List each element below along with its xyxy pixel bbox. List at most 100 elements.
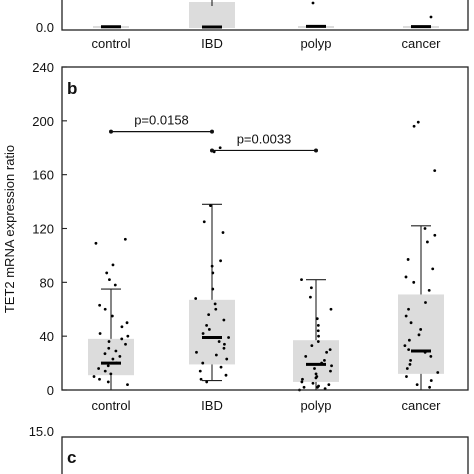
point-cancer-23 <box>408 363 412 366</box>
panel-b-xtick-cancer: cancer <box>401 398 441 413</box>
point-control-21 <box>115 361 118 365</box>
point-ibd-20 <box>222 346 226 350</box>
point-polyp-20 <box>314 376 318 380</box>
box-ibd <box>189 299 235 365</box>
point-polyp-2 <box>308 295 312 299</box>
panel-b-xtick-polyp: polyp <box>300 398 331 413</box>
point-polyp-18 <box>314 372 318 376</box>
panel-b-ytick-240: 240 <box>32 60 54 75</box>
point-control-9 <box>125 321 129 325</box>
point-control-3 <box>105 271 109 275</box>
box-cancer <box>398 294 444 374</box>
point-control-23 <box>97 367 101 370</box>
point-cancer-14 <box>409 321 413 325</box>
panel-a-xtick-polyp: polyp <box>300 36 331 51</box>
panel-c-frame <box>61 436 469 474</box>
point-cancer-10 <box>427 289 431 292</box>
point-cancer-24 <box>405 367 409 370</box>
panel-b-ytick-0: 0 <box>47 383 54 398</box>
point-control-6 <box>98 303 102 307</box>
point-control-22 <box>106 364 110 368</box>
point-control-0 <box>123 237 127 241</box>
point-polyp-17 <box>329 369 332 373</box>
significance-control-ibd-end-left <box>109 129 113 134</box>
point-control-15 <box>124 342 127 346</box>
panel-b-frame <box>61 66 469 391</box>
panel-a-ytick-0: 0.0 <box>36 20 54 35</box>
point-control-29 <box>126 383 129 387</box>
point-polyp-23 <box>311 381 315 385</box>
point-control-5 <box>113 283 117 287</box>
point-cancer-5 <box>425 240 429 244</box>
point-ibd-4 <box>221 231 225 234</box>
point-control-12 <box>126 334 130 338</box>
point-cancer-3 <box>423 227 427 230</box>
panel-b-yticks: 0 40 80 120 160 200 240 <box>32 60 67 398</box>
point-ibd-13 <box>222 318 226 322</box>
point-cancer-18 <box>403 344 407 347</box>
point-ibd-23 <box>225 357 229 361</box>
point-ibd-7 <box>211 271 215 275</box>
point-ibd-27 <box>224 373 228 377</box>
point-polyp-0 <box>300 278 303 282</box>
panel-b-xticks: control IBD polyp cancer <box>91 398 441 413</box>
panel-a-box-ibd <box>189 2 235 28</box>
point-control-28 <box>106 380 110 384</box>
point-polyp-1 <box>309 286 313 290</box>
point-ibd-22 <box>214 353 218 357</box>
significance-control-ibd-label: p=0.0158 <box>134 113 189 128</box>
point-cancer-15 <box>419 328 423 331</box>
panel-a-point-cancer <box>429 15 433 19</box>
point-control-16 <box>107 346 111 350</box>
point-ibd-8 <box>211 287 215 291</box>
panel-b-label: b <box>67 79 77 98</box>
point-polyp-15 <box>330 364 333 368</box>
point-control-26 <box>92 375 96 378</box>
point-control-14 <box>107 340 111 343</box>
point-polyp-22 <box>300 380 304 384</box>
panel-a-xticks: control IBD polyp cancer <box>91 36 441 51</box>
panel-b-ytick-80: 80 <box>40 275 54 290</box>
point-cancer-17 <box>407 338 411 342</box>
point-ibd-12 <box>207 313 211 317</box>
point-ibd-21 <box>195 350 198 354</box>
panel-a-frame <box>61 0 469 31</box>
point-polyp-11 <box>325 350 329 354</box>
point-polyp-7 <box>317 334 320 338</box>
panel-c-label: c <box>67 448 76 467</box>
point-cancer-1 <box>412 124 416 128</box>
point-polyp-16 <box>313 367 316 370</box>
panel-a-point-polyp <box>311 1 315 5</box>
panel-b-significance: p=0.0158 p=0.0033 <box>109 113 318 153</box>
point-cancer-6 <box>406 258 410 261</box>
point-ibd-18 <box>217 340 221 343</box>
box-control <box>88 338 134 376</box>
point-ibd-14 <box>205 324 208 327</box>
point-cancer-28 <box>415 383 419 387</box>
point-ibd-29 <box>205 380 209 384</box>
point-polyp-9 <box>310 344 314 347</box>
panel-a-marks <box>93 0 439 29</box>
point-polyp-21 <box>301 377 304 381</box>
point-cancer-25 <box>436 371 440 374</box>
point-ibd-25 <box>219 365 223 369</box>
panel-b: TET2 mRNA expression ratio 0 40 80 120 160 20… <box>2 60 469 413</box>
point-control-20 <box>111 357 115 361</box>
point-cancer-4 <box>433 233 437 237</box>
point-ibd-19 <box>223 342 226 346</box>
point-cancer-12 <box>407 307 410 311</box>
point-polyp-27 <box>316 385 319 389</box>
point-ibd-28 <box>199 377 203 381</box>
point-control-1 <box>94 241 98 245</box>
point-control-18 <box>103 352 107 356</box>
panel-b-ytick-120: 120 <box>32 222 54 237</box>
point-polyp-5 <box>316 324 320 327</box>
point-ibd-9 <box>194 297 198 300</box>
point-cancer-13 <box>404 314 408 318</box>
point-ibd-16 <box>201 332 205 335</box>
point-control-19 <box>118 354 122 358</box>
panel-b-ytick-160: 160 <box>32 168 54 183</box>
point-polyp-26 <box>302 385 306 389</box>
y-axis-label: TET2 mRNA expression ratio <box>2 145 17 313</box>
